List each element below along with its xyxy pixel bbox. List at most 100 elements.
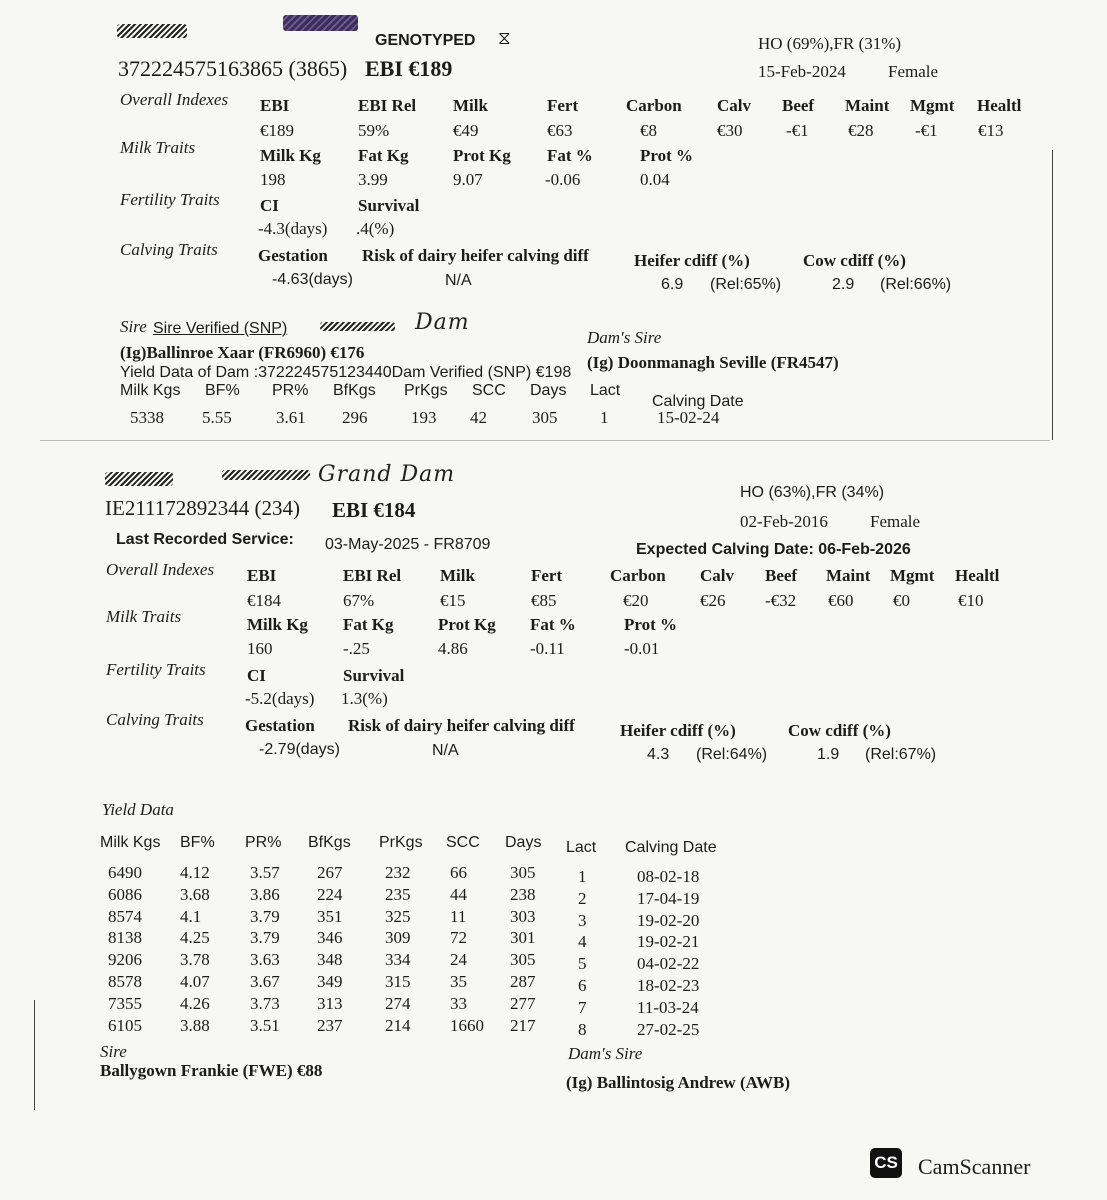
- calving-header: Risk of dairy heifer calving diff: [362, 246, 589, 265]
- yield-cell: 217: [510, 1015, 536, 1035]
- yield-cell: 33: [450, 993, 467, 1013]
- index-header: EBI: [260, 96, 290, 115]
- dams-sire-name: (Ig) Ballintosig Andrew (AWB): [566, 1073, 791, 1092]
- index-header: Calv: [717, 96, 751, 115]
- yield-header: Milk Kgs: [100, 834, 161, 851]
- sex: Female: [888, 62, 939, 81]
- yield-cell: 296: [342, 408, 368, 427]
- risk-value: N/A: [445, 272, 472, 289]
- page-edge: [1052, 150, 1053, 440]
- yield-cell: 3.88: [180, 1015, 210, 1035]
- yield-cell: 301: [510, 928, 536, 948]
- index-header: Carbon: [626, 96, 682, 115]
- yield-header: BfKgs: [333, 382, 376, 399]
- yield-header: Lact: [566, 839, 597, 856]
- dams-sire-label: Dam's Sire: [568, 1044, 643, 1063]
- calving-header: Cow cdiff (%): [803, 251, 906, 270]
- handwritten-grand-dam: Grand Dam: [318, 462, 456, 487]
- yield-cell: 8574: [108, 906, 142, 926]
- yield-cell: 7: [578, 997, 587, 1017]
- index-value: €63: [547, 121, 573, 140]
- yield-cell: 287: [510, 972, 536, 991]
- yield-cell: 315: [385, 972, 411, 991]
- yield-cell: 351: [317, 906, 343, 926]
- fertility-value: -5.2(days): [245, 689, 315, 708]
- yield-cell: 305: [510, 950, 536, 970]
- index-value: €30: [717, 121, 743, 140]
- milk-trait-header: Prot Kg: [438, 615, 496, 634]
- yield-header: BfKgs: [308, 834, 351, 851]
- redacted-scribble: [105, 472, 173, 486]
- yield-cell: 11: [450, 906, 467, 926]
- cow-cdiff-value: 2.9: [832, 276, 855, 293]
- index-header: Maint: [826, 566, 871, 585]
- milk-traits-label: Milk Traits: [106, 607, 182, 626]
- yield-cell: 348: [317, 950, 343, 970]
- calving-header: Heifer cdiff (%): [620, 721, 736, 740]
- yield-cell: 19-02-21: [637, 932, 700, 952]
- index-value: -€32: [765, 591, 797, 610]
- yield-cell: 7355: [108, 993, 142, 1013]
- yield-cell: 4.25: [180, 928, 210, 948]
- index-header: Milk: [453, 96, 488, 115]
- yield-header: Days: [530, 382, 567, 399]
- index-header: Beef: [765, 566, 798, 585]
- yield-header: SCC: [446, 834, 480, 851]
- yield-cell: 3.57: [250, 863, 280, 882]
- milk-trait-value: 4.86: [438, 639, 468, 658]
- fertility-value: -4.3(days): [258, 219, 328, 238]
- index-header: Milk: [440, 566, 475, 585]
- yield-cell: 3.79: [250, 906, 280, 926]
- sex: Female: [870, 512, 921, 531]
- milk-trait-value: 160: [247, 639, 273, 658]
- yield-cell: 3.67: [250, 972, 280, 991]
- milk-trait-value: 3.99: [358, 170, 388, 189]
- yield-cell: 4.07: [180, 972, 210, 991]
- yield-cell: 349: [317, 972, 343, 991]
- yield-cell: 17-04-19: [637, 888, 700, 908]
- milk-trait-header: Fat %: [530, 615, 576, 634]
- yield-cell: 3: [578, 910, 587, 930]
- yield-cell: 08-02-18: [637, 867, 700, 886]
- yield-cell: 9206: [108, 950, 142, 970]
- index-value: €20: [623, 591, 649, 610]
- index-header: EBI: [247, 566, 277, 585]
- yield-cell: 6: [578, 976, 587, 995]
- index-header: EBI Rel: [343, 566, 402, 585]
- milk-trait-header: Milk Kg: [260, 146, 321, 165]
- yield-cell: 238: [510, 884, 536, 904]
- index-value: 59%: [358, 121, 390, 140]
- ebi-title: EBI €184: [332, 498, 416, 522]
- fertility-traits-label: Fertility Traits: [120, 190, 220, 209]
- milk-trait-value: -0.06: [545, 170, 581, 189]
- heifer-cdiff-value: 6.9: [661, 276, 684, 293]
- milk-trait-header: Milk Kg: [247, 615, 308, 634]
- camscanner-text: CamScanner: [918, 1154, 1031, 1179]
- yield-cell: 19-02-20: [637, 910, 700, 930]
- yield-cell: 4.12: [180, 863, 210, 882]
- milk-trait-header: Prot Kg: [453, 146, 511, 165]
- expected-calving-date: Expected Calving Date: 06-Feb-2026: [636, 541, 911, 558]
- page-edge: [34, 1000, 35, 1110]
- birth-date: 15-Feb-2024: [758, 62, 846, 81]
- dams-sire-label: Dam's Sire: [587, 328, 662, 347]
- handwritten-dam: Dam: [415, 310, 470, 335]
- milk-trait-header: Fat %: [547, 146, 593, 165]
- yield-cell: 2: [578, 888, 587, 908]
- birth-date: 02-Feb-2016: [740, 512, 828, 531]
- yield-cell: 1: [600, 408, 609, 427]
- yield-cell: 5.55: [202, 408, 232, 427]
- heifer-cdiff-reliability: (Rel:65%): [710, 276, 782, 293]
- milk-trait-value: -0.01: [624, 639, 660, 658]
- milk-traits-label: Milk Traits: [120, 138, 196, 157]
- milk-trait-header: Prot %: [640, 146, 694, 165]
- yield-cell: 4.26: [180, 993, 210, 1013]
- yield-cell: 305: [510, 863, 536, 882]
- index-header: Beef: [782, 96, 815, 115]
- yield-cell: 8578: [108, 972, 142, 991]
- yield-cell: 11-03-24: [637, 997, 699, 1017]
- index-value: €60: [828, 591, 854, 610]
- yield-header: PrKgs: [379, 834, 423, 851]
- index-value: -€1: [786, 121, 809, 140]
- yield-cell: 8: [578, 1019, 587, 1039]
